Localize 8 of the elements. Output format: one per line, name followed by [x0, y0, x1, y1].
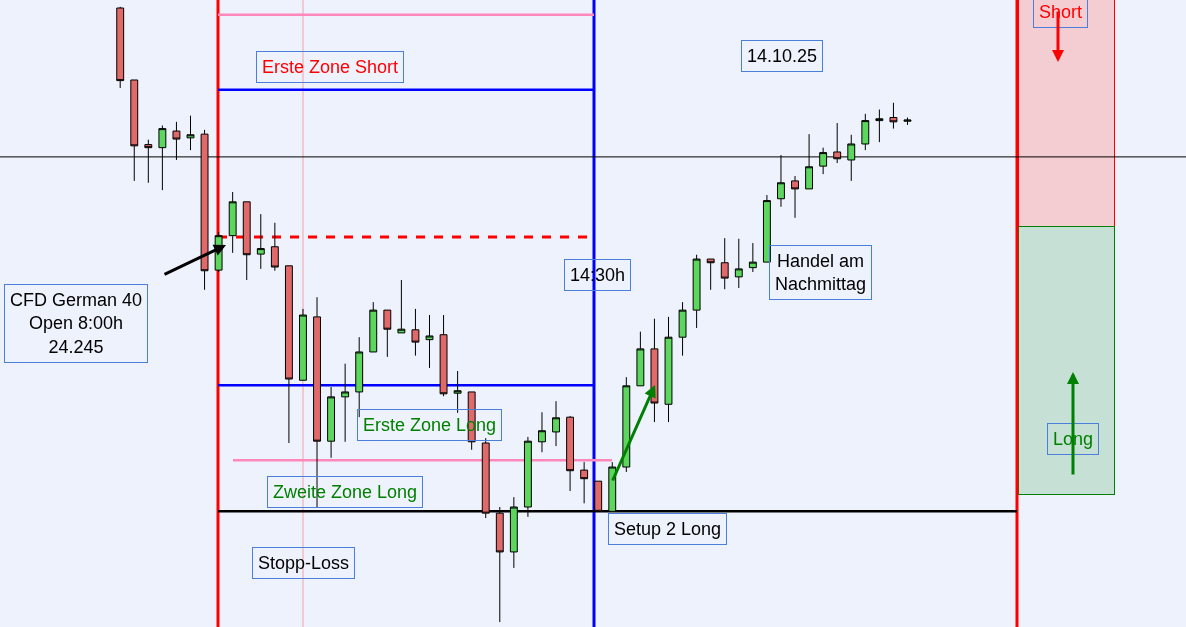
- annotation: Setup 2 Long: [614, 519, 722, 539]
- annotation: 14.10.25: [747, 46, 818, 66]
- annotation: Stopp-Loss: [258, 553, 350, 573]
- annotation: Handel am Nachmittag: [775, 251, 867, 295]
- text: Short: [1039, 2, 1083, 22]
- annotation: Zweite Zone Long: [273, 482, 418, 502]
- annotation: CFD German 40 Open 8:00h 24.245: [10, 290, 143, 357]
- annotation: Erste Zone Short: [262, 57, 399, 77]
